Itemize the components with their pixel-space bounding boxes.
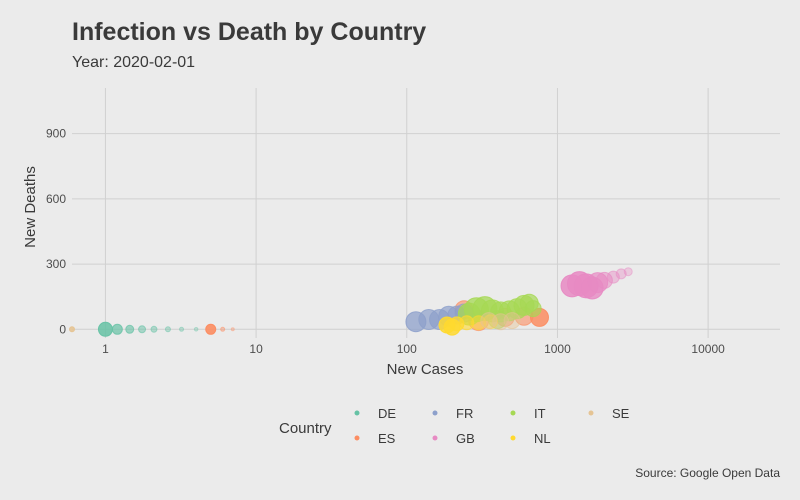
series-se — [69, 312, 521, 333]
x-axis-label: New Cases — [387, 361, 464, 378]
data-points — [69, 267, 633, 337]
series-nl — [438, 314, 499, 336]
data-point — [125, 324, 135, 334]
data-point — [524, 300, 542, 318]
data-point — [138, 325, 147, 334]
legend-title: Country — [279, 420, 332, 437]
series-gb — [560, 267, 633, 300]
data-point — [97, 321, 113, 337]
x-tick-label: 1000 — [544, 342, 571, 356]
legend: Country DE ES FR GB IT NL SE — [279, 406, 630, 446]
legend-label: IT — [534, 406, 546, 421]
data-point — [230, 327, 235, 332]
chart-title: Infection vs Death by Country — [72, 18, 426, 46]
legend-label: GB — [456, 431, 475, 446]
legend-label: DE — [378, 406, 396, 421]
x-tick-label: 1 — [102, 342, 109, 356]
x-tick-label: 10 — [249, 342, 263, 356]
gridlines — [72, 88, 780, 338]
legend-key-nl — [510, 435, 516, 441]
legend-label: ES — [378, 431, 396, 446]
legend-label: FR — [456, 406, 473, 421]
legend-key-it — [510, 410, 516, 416]
legend-key-es — [354, 435, 360, 441]
x-tick-labels: 1 10 100 1000 10000 — [102, 342, 725, 356]
legend-key-fr — [432, 410, 438, 416]
data-point — [220, 326, 226, 332]
data-point — [595, 271, 613, 289]
data-point — [503, 312, 521, 330]
chart-subtitle: Year: 2020-02-01 — [72, 54, 195, 71]
legend-key-se — [588, 410, 594, 416]
data-point — [111, 323, 123, 335]
x-tick-label: 100 — [397, 342, 417, 356]
x-tick-label: 10000 — [691, 342, 725, 356]
data-point — [150, 325, 158, 333]
y-tick-label: 300 — [46, 257, 66, 271]
legend-key-de — [354, 410, 360, 416]
data-point — [69, 326, 75, 333]
data-point — [205, 323, 217, 335]
y-tick-labels: 0 300 600 900 — [46, 127, 66, 337]
data-point — [471, 315, 487, 331]
legend-key-gb — [432, 435, 438, 441]
legend-label: SE — [612, 406, 630, 421]
data-point — [615, 268, 627, 280]
data-point — [179, 326, 185, 332]
legend-label: NL — [534, 431, 551, 446]
y-axis-label: New Deaths — [22, 166, 39, 248]
y-tick-label: 900 — [46, 127, 66, 141]
series-de — [97, 321, 199, 337]
data-point — [193, 327, 199, 332]
caption: Source: Google Open Data — [635, 466, 780, 480]
y-tick-label: 0 — [59, 322, 66, 336]
y-tick-label: 600 — [46, 192, 66, 206]
data-point — [623, 267, 633, 277]
data-point — [164, 326, 171, 333]
